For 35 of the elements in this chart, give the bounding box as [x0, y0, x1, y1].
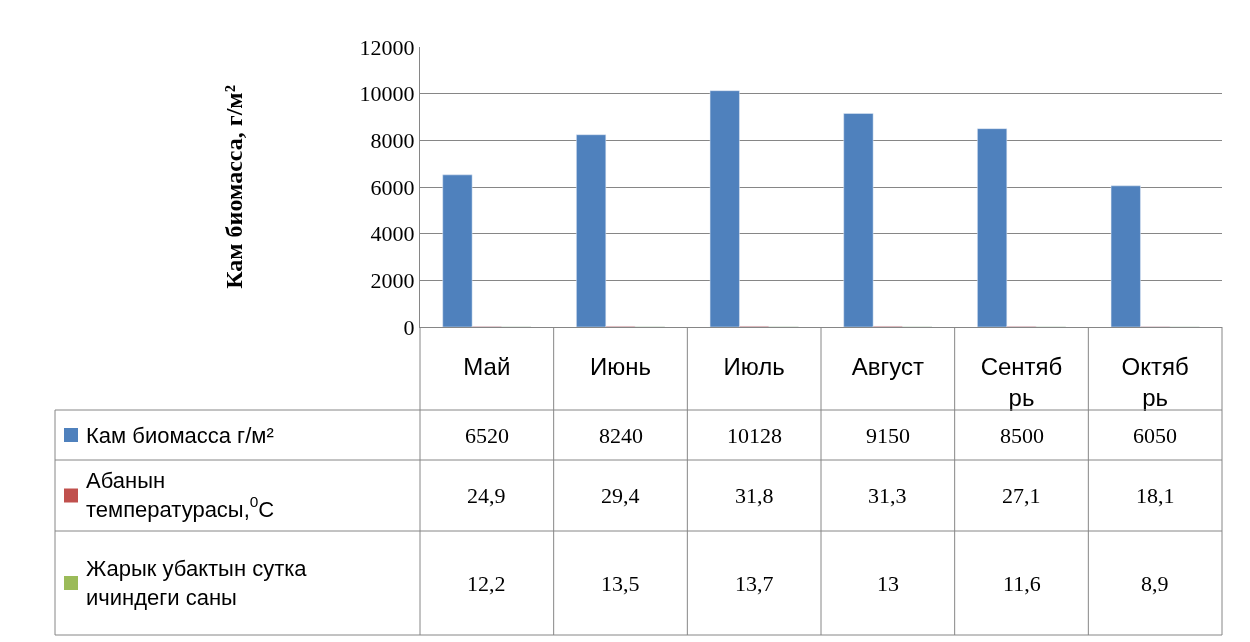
data-label: 31,3 [868, 483, 907, 508]
data-label: 8500 [1000, 423, 1044, 448]
x-tick-label: Июль [723, 352, 785, 380]
data-label: 6520 [465, 423, 509, 448]
y-tick-label: 8000 [370, 128, 415, 154]
data-label: 27,1 [1002, 483, 1041, 508]
data-label: 13 [877, 571, 899, 596]
data-label: 31,8 [735, 483, 774, 508]
y-axis-title: Кам биомасса, г/м² [220, 85, 247, 289]
x-tick-label: Сентябрь [980, 352, 1063, 411]
data-label: 9150 [866, 423, 910, 448]
x-tick-label: Август [851, 352, 924, 380]
data-label: 13,7 [735, 571, 774, 596]
x-tick-label: Май [463, 352, 511, 380]
y-tick-label: 12000 [359, 34, 415, 60]
data-label: 29,4 [601, 483, 640, 508]
y-tick-label: 4000 [370, 221, 415, 247]
y-tick-label: 6000 [370, 174, 415, 200]
y-tick-label: 2000 [370, 268, 415, 294]
legend-label: Кам биомасса г/м² [86, 423, 274, 448]
legend-label: Жарык убактын сутка ичиндеги саны [86, 556, 308, 610]
y-tick-label: 10000 [359, 81, 415, 107]
x-tick-label: Октябрь [1121, 352, 1189, 411]
data-label: 12,2 [467, 571, 506, 596]
data-label: 8240 [599, 423, 643, 448]
data-label: 10128 [727, 423, 782, 448]
data-label: 24,9 [467, 483, 506, 508]
data-label: 11,6 [1003, 571, 1041, 596]
x-tick-label: Июнь [589, 352, 652, 380]
data-label: 6050 [1133, 423, 1177, 448]
data-label: 18,1 [1136, 483, 1175, 508]
y-tick-label: 0 [403, 314, 415, 340]
data-label: 13,5 [601, 571, 640, 596]
data-label: 8,9 [1141, 571, 1169, 596]
legend-label: Абанын температурасы,$^{0}$С [86, 468, 275, 522]
